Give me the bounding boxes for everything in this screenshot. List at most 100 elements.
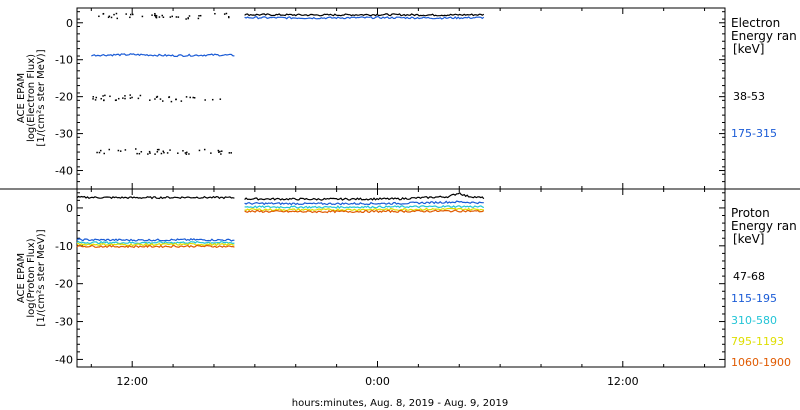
electron-point-38-53 bbox=[155, 96, 158, 98]
electron-point-38-53 bbox=[139, 94, 142, 97]
electron-point-38-53 bbox=[95, 96, 98, 99]
electron-point-38-53 bbox=[138, 152, 141, 155]
electron-point-38-53 bbox=[192, 96, 194, 99]
electron-point-38-53 bbox=[102, 12, 105, 15]
electron-point-38-53 bbox=[117, 97, 120, 100]
x-tick-label: 12:00 bbox=[607, 375, 639, 388]
electron-legend-item-38-53: 38-53 bbox=[733, 90, 765, 103]
electron-point-38-53 bbox=[137, 97, 140, 100]
electron-point-38-53 bbox=[135, 148, 137, 150]
proton-series-310-580 bbox=[76, 240, 235, 245]
electron-legend-title-3: [keV] bbox=[733, 42, 764, 56]
proton-ytick-label: -30 bbox=[55, 316, 73, 329]
electron-point-38-53 bbox=[158, 148, 160, 151]
proton-series-1060-1900 bbox=[76, 244, 235, 249]
electron-point-38-53 bbox=[124, 95, 126, 97]
electron-point-38-53 bbox=[129, 16, 131, 19]
electron-point-38-53 bbox=[185, 96, 188, 98]
proton-series-47-68 bbox=[244, 192, 485, 201]
proton-legend-item-795-1193: 795-1193 bbox=[731, 335, 784, 348]
proton-ytick-label: -20 bbox=[55, 278, 73, 291]
proton-legend-item-115-195: 115-195 bbox=[731, 292, 777, 305]
electron-point-38-53 bbox=[98, 151, 101, 154]
proton-ytick-label: 0 bbox=[66, 202, 73, 215]
electron-ylabel-line-1: ACE EPAM bbox=[16, 73, 27, 123]
electron-legend: Electron Energy ran [keV] 38-53 175-315 bbox=[731, 16, 797, 140]
electron-data bbox=[91, 12, 485, 155]
electron-point-38-53 bbox=[188, 153, 190, 155]
electron-point-38-53 bbox=[218, 151, 220, 153]
electron-point-38-53 bbox=[171, 15, 173, 18]
electron-point-38-53 bbox=[159, 98, 162, 100]
proton-legend-item-1060-1900: 1060-1900 bbox=[731, 356, 791, 369]
electron-series-175-315 bbox=[91, 53, 235, 58]
electron-point-38-53 bbox=[156, 148, 159, 151]
x-tick-label: 0:00 bbox=[365, 375, 390, 388]
electron-point-38-53 bbox=[102, 95, 104, 97]
electron-point-38-53 bbox=[109, 95, 111, 98]
electron-point-38-53 bbox=[162, 150, 165, 153]
electron-point-38-53 bbox=[92, 98, 94, 100]
electron-series-175-315 bbox=[244, 16, 485, 20]
electron-ylabel: ACE EPAM log(Electron Flux) [1/(cm²s ste… bbox=[16, 49, 47, 146]
proton-legend: Proton Energy ran [keV] 47-68 115-195 31… bbox=[731, 206, 797, 369]
electron-point-38-53 bbox=[211, 98, 214, 101]
electron-point-38-53 bbox=[189, 96, 191, 99]
electron-point-38-53 bbox=[99, 149, 102, 152]
electron-point-38-53 bbox=[204, 99, 206, 101]
x-axis: 12:00 0:00 12:00 bbox=[116, 375, 638, 388]
electron-point-38-53 bbox=[115, 12, 118, 15]
electron-point-38-53 bbox=[149, 99, 151, 101]
electron-point-38-53 bbox=[154, 98, 156, 100]
electron-point-38-53 bbox=[168, 96, 171, 98]
electron-point-38-53 bbox=[141, 15, 144, 18]
electron-point-38-53 bbox=[197, 17, 200, 20]
electron-point-38-53 bbox=[107, 16, 110, 19]
electron-point-38-53 bbox=[113, 13, 115, 16]
electron-ylabel-line-2: log(Electron Flux) bbox=[26, 54, 37, 142]
electron-point-38-53 bbox=[140, 151, 143, 153]
electron-point-38-53 bbox=[129, 94, 131, 96]
electron-point-38-53 bbox=[104, 94, 106, 97]
electron-point-38-53 bbox=[108, 15, 111, 18]
electron-point-38-53 bbox=[219, 98, 222, 100]
electron-point-38-53 bbox=[96, 151, 98, 154]
proton-y-axis: 0 -10 -20 -30 -40 bbox=[55, 189, 725, 368]
electron-point-38-53 bbox=[154, 153, 156, 155]
proton-series-1060-1900 bbox=[244, 209, 485, 214]
electron-point-38-53 bbox=[187, 17, 189, 19]
proton-legend-item-47-68: 47-68 bbox=[733, 270, 765, 283]
electron-legend-title-1: Electron bbox=[731, 16, 780, 30]
proton-panel-frame bbox=[76, 188, 726, 368]
proton-series-310-580 bbox=[244, 205, 485, 209]
electron-point-38-53 bbox=[124, 97, 126, 100]
electron-point-38-53 bbox=[175, 16, 178, 18]
electron-point-38-53 bbox=[186, 151, 188, 154]
electron-point-38-53 bbox=[161, 14, 163, 17]
electron-point-38-53 bbox=[94, 99, 97, 101]
electron-point-38-53 bbox=[155, 15, 158, 17]
electron-point-38-53 bbox=[98, 15, 100, 18]
proton-data bbox=[76, 192, 485, 249]
electron-point-38-53 bbox=[177, 152, 179, 154]
electron-point-38-53 bbox=[103, 152, 105, 155]
electron-point-38-53 bbox=[131, 96, 133, 99]
electron-point-38-53 bbox=[129, 97, 132, 99]
electron-point-38-53 bbox=[122, 97, 124, 99]
proton-ylabel-line-3: [1/(cm²s ster MeV)] bbox=[36, 229, 47, 326]
x-tick-label: 12:00 bbox=[116, 375, 148, 388]
electron-point-38-53 bbox=[227, 16, 230, 18]
electron-point-38-53 bbox=[230, 152, 232, 154]
proton-ytick-label: -40 bbox=[55, 353, 73, 366]
proton-series-115-195 bbox=[76, 238, 235, 242]
electron-point-38-53 bbox=[175, 98, 177, 101]
electron-ylabel-line-3: [1/(cm²s ster MeV)] bbox=[36, 49, 47, 146]
electron-point-38-53 bbox=[151, 14, 153, 16]
electron-point-38-53 bbox=[129, 13, 132, 16]
electron-series-38-53 bbox=[244, 13, 485, 17]
electron-point-38-53 bbox=[223, 13, 226, 15]
electron-ytick-label: -10 bbox=[55, 54, 73, 67]
electron-point-38-53 bbox=[185, 18, 187, 20]
electron-point-38-53 bbox=[103, 99, 105, 101]
electron-point-38-53 bbox=[132, 13, 134, 16]
